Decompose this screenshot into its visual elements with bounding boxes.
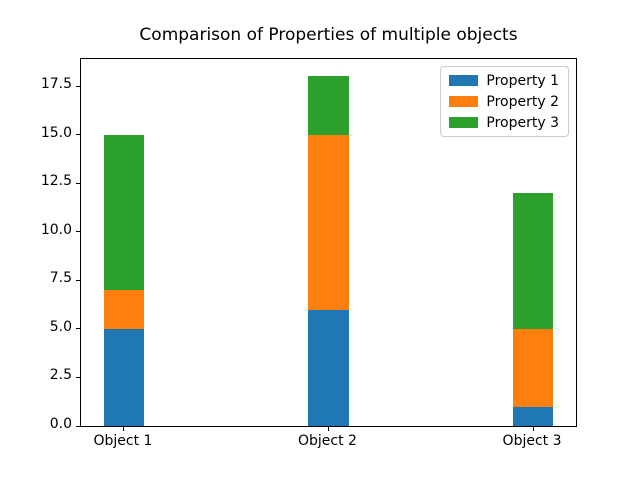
- legend-swatch-property-2: [449, 96, 479, 107]
- bar-segment: [308, 134, 349, 310]
- legend-label: Property 1: [486, 72, 559, 89]
- bar-segment: [512, 406, 554, 426]
- x-axis-tick: [123, 427, 125, 431]
- y-axis-tick-label: 2.5: [49, 367, 72, 384]
- y-axis-tick-label: 15.0: [40, 124, 72, 141]
- bar-segment: [308, 309, 349, 426]
- bar-segment: [308, 76, 349, 135]
- x-axis-tick-label: Object 1: [93, 433, 153, 449]
- x-axis-tick-label: Object 3: [502, 433, 562, 449]
- y-axis-tick-label: 10.0: [40, 221, 72, 238]
- bar-segment: [103, 134, 145, 291]
- y-axis-tick: [76, 279, 80, 281]
- legend-row: Property 3: [449, 114, 559, 131]
- legend-label: Property 2: [486, 93, 559, 110]
- bar-segment: [512, 328, 554, 407]
- y-axis-tick: [76, 231, 80, 233]
- legend-row: Property 1: [449, 72, 559, 89]
- x-axis-tick: [532, 427, 534, 431]
- legend-swatch-property-1: [449, 75, 479, 86]
- y-axis-tick-label: 12.5: [40, 173, 72, 190]
- y-axis-tick-label: 5.0: [49, 318, 72, 335]
- y-axis-tick: [76, 134, 80, 136]
- x-axis-tick-label: Object 2: [298, 433, 357, 449]
- plot-area: Property 1 Property 2 Property 3: [76, 58, 577, 431]
- y-axis-tick-label: 7.5: [49, 270, 72, 287]
- legend-label: Property 3: [486, 114, 559, 131]
- legend-row: Property 2: [449, 93, 559, 110]
- y-axis-tick: [76, 85, 80, 87]
- legend-swatch-property-3: [449, 117, 479, 128]
- legend: Property 1 Property 2 Property 3: [440, 66, 569, 137]
- y-axis-tick-label: 17.5: [40, 76, 72, 93]
- y-axis-tick-label: 0.0: [49, 416, 72, 432]
- bar-segment: [103, 328, 145, 426]
- y-axis-tick: [76, 182, 80, 184]
- bar-segment: [512, 193, 554, 329]
- y-axis-tick: [76, 328, 80, 330]
- y-axis-tick: [76, 425, 80, 427]
- chart-title: Comparison of Properties of multiple obj…: [139, 25, 518, 45]
- bar-segment: [103, 290, 145, 329]
- y-axis-tick: [76, 376, 80, 378]
- x-axis-tick: [328, 427, 329, 431]
